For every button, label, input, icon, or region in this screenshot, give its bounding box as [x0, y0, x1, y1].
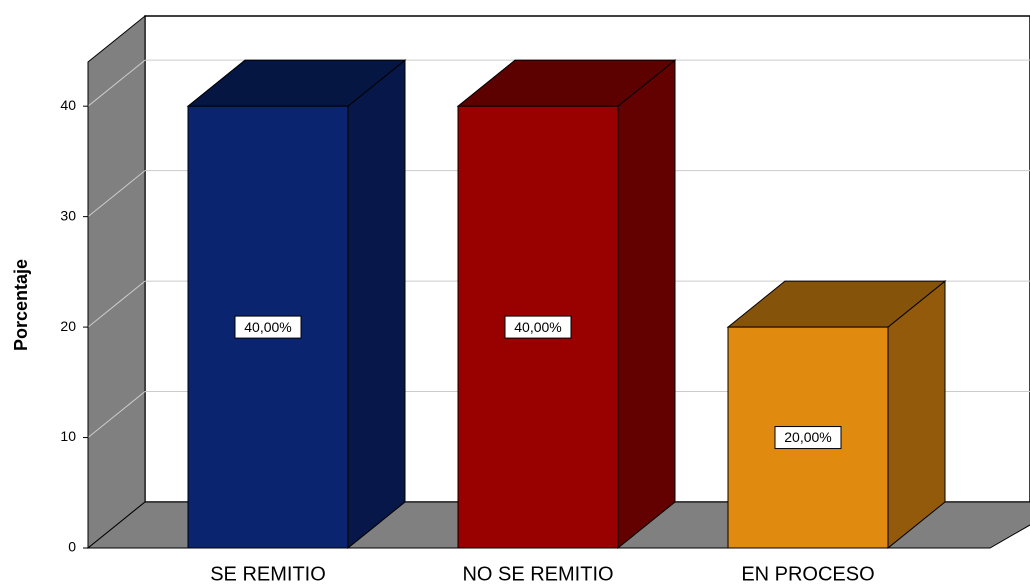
y-tick-label: 10 — [60, 428, 76, 444]
bar-side — [887, 280, 946, 550]
x-tick-label: SE REMITIO — [210, 563, 326, 585]
y-tick-label: 30 — [60, 207, 76, 223]
x-tick-label: EN PROCESO — [741, 563, 874, 585]
value-label-box — [504, 315, 572, 339]
value-label-box — [774, 426, 842, 450]
grid-line — [87, 170, 146, 218]
left-wall — [87, 14, 146, 550]
bar-side — [347, 59, 406, 550]
bar-side — [617, 59, 676, 550]
y-tick-label: 0 — [68, 539, 76, 555]
grid-line — [87, 59, 146, 107]
value-label: 40,00% — [514, 319, 561, 335]
value-label: 40,00% — [244, 319, 291, 335]
grid-line — [87, 391, 146, 438]
y-axis-title: Porcentaje — [11, 259, 31, 351]
grid-line — [87, 280, 146, 328]
value-label: 20,00% — [784, 429, 831, 445]
value-label-box — [234, 315, 302, 339]
y-tick-label: 40 — [60, 97, 76, 113]
x-tick-label: NO SE REMITIO — [462, 563, 613, 585]
y-tick-label: 20 — [60, 318, 76, 334]
